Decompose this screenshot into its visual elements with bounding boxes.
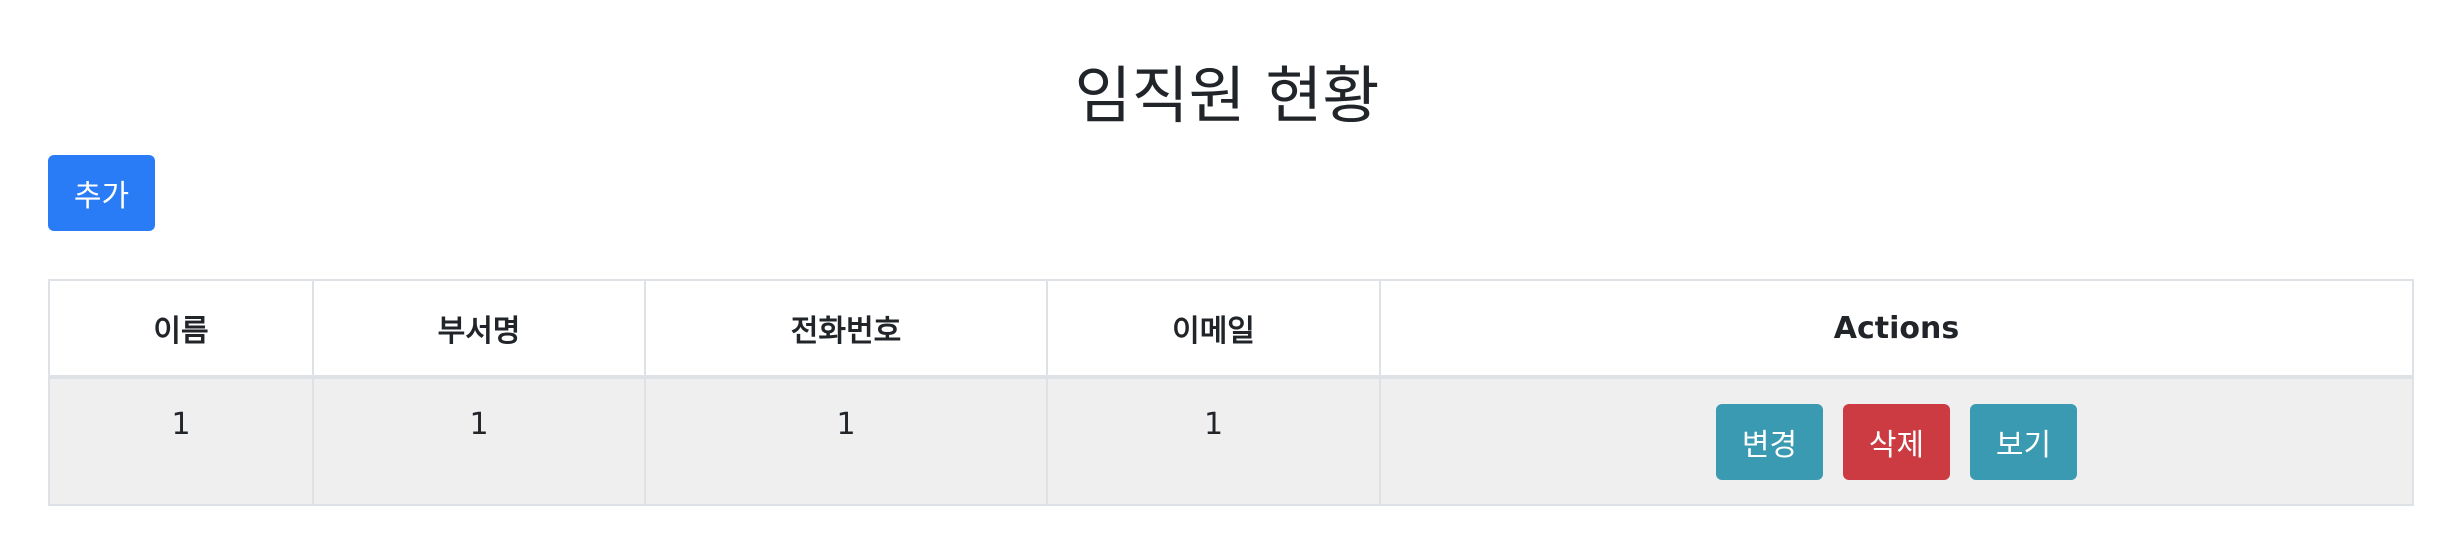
header-email: 이메일	[1046, 279, 1381, 379]
table-row: 1 1 1 1 변경 삭제 보기	[48, 376, 2414, 506]
table-body: 1 1 1 1 변경 삭제 보기	[48, 376, 2414, 506]
row-actions: 변경 삭제 보기	[1716, 404, 2077, 480]
header-phone: 전화번호	[644, 279, 1048, 379]
view-button[interactable]: 보기	[1970, 404, 2077, 480]
header-department: 부서명	[312, 279, 646, 379]
cell-actions: 변경 삭제 보기	[1379, 376, 2414, 506]
employee-table: 이름 부서명 전화번호 이메일 Actions 1 1 1 1 변경 삭제 보기	[48, 279, 2414, 506]
header-actions: Actions	[1379, 279, 2414, 379]
header-name: 이름	[48, 279, 314, 379]
table-header: 이름 부서명 전화번호 이메일 Actions	[48, 279, 2414, 379]
cell-name: 1	[48, 376, 314, 506]
page-title: 임직원 현황	[1074, 59, 1380, 132]
add-button[interactable]: 추가	[48, 155, 155, 231]
cell-phone: 1	[644, 376, 1048, 506]
header-row: 이름 부서명 전화번호 이메일 Actions	[48, 279, 2414, 379]
cell-email: 1	[1046, 376, 1381, 506]
edit-button[interactable]: 변경	[1716, 404, 1823, 480]
delete-button[interactable]: 삭제	[1843, 404, 1950, 480]
cell-department: 1	[312, 376, 646, 506]
